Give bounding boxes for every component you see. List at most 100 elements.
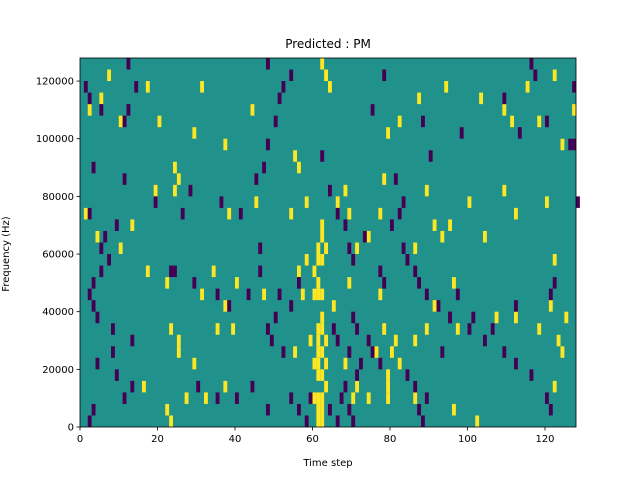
heatmap-cell-low xyxy=(405,254,410,266)
heatmap-cell-high xyxy=(200,288,205,301)
heatmap-cell-low xyxy=(397,207,402,220)
heatmap-cell-high xyxy=(320,392,325,404)
heatmap-cell-high xyxy=(467,196,472,208)
heatmap-cell-low xyxy=(126,104,131,116)
heatmap-cell-low xyxy=(529,58,534,70)
heatmap-cell-high xyxy=(316,277,321,289)
heatmap-cell-high xyxy=(192,357,197,370)
heatmap-cell-low xyxy=(273,311,278,324)
heatmap-cell-high xyxy=(316,369,321,381)
heatmap-cell-low xyxy=(250,380,255,393)
heatmap-cell-low xyxy=(87,415,92,427)
heatmap-cell-high xyxy=(355,242,360,255)
heatmap-cell-high xyxy=(320,58,325,70)
heatmap-cell-high xyxy=(552,254,557,266)
heatmap-cell-low xyxy=(572,81,577,93)
heatmap-cell-high xyxy=(452,403,456,416)
heatmap-cell-high xyxy=(324,380,329,393)
heatmap-cell-low xyxy=(91,300,96,312)
heatmap-cell-high xyxy=(556,334,561,347)
heatmap-cell-low xyxy=(576,196,580,208)
heatmap-cell-low xyxy=(114,369,119,381)
heatmap-cell-high xyxy=(432,300,437,312)
heatmap-cell-high xyxy=(316,242,321,255)
heatmap-cell-high xyxy=(510,115,515,128)
heatmap-cell-high xyxy=(378,288,383,301)
heatmap-cell-high xyxy=(289,207,294,220)
heatmap-cell-low xyxy=(390,219,394,231)
heatmap-cell-high xyxy=(293,346,298,358)
heatmap-cell-high xyxy=(537,115,542,128)
heatmap-cell-low xyxy=(266,403,270,416)
heatmap-cell-low xyxy=(448,311,453,324)
heatmap-cell-high xyxy=(351,392,356,404)
y-tick-label: 100000 xyxy=(36,134,74,145)
heatmap-cell-high xyxy=(312,288,317,301)
heatmap-cell-low xyxy=(328,184,332,197)
heatmap-cell-high xyxy=(297,265,301,278)
heatmap-cell-high xyxy=(514,311,518,324)
heatmap-cell-high xyxy=(99,92,104,105)
heatmap-cell-low xyxy=(99,265,104,278)
heatmap-cell-low xyxy=(328,403,332,416)
heatmap-cell-high xyxy=(537,323,542,335)
heatmap-cell-high xyxy=(165,403,170,416)
heatmap-cell-high xyxy=(204,392,208,404)
heatmap-cell-high xyxy=(173,161,177,174)
y-tick-label: 80000 xyxy=(42,192,74,203)
heatmap-cell-low xyxy=(126,58,131,70)
heatmap-cell-high xyxy=(312,357,317,370)
heatmap-cell-low xyxy=(335,207,340,220)
heatmap-cell-low xyxy=(362,230,367,243)
heatmap-cell-high xyxy=(424,184,429,197)
heatmap-cell-high xyxy=(176,334,181,347)
heatmap-cell-high xyxy=(184,392,189,404)
heatmap-cell-low xyxy=(335,334,340,347)
heatmap-cell-high xyxy=(343,184,348,197)
heatmap-cell-low xyxy=(490,323,495,335)
heatmap-cell-high xyxy=(386,127,391,139)
heatmap-cell-high xyxy=(223,380,228,393)
heatmap-cell-high xyxy=(87,104,92,116)
heatmap-cell-low xyxy=(173,265,177,278)
heatmap-cell-high xyxy=(192,127,197,139)
heatmap-cell-high xyxy=(347,207,352,220)
heatmap-cell-low xyxy=(103,230,108,243)
heatmap-cell-low xyxy=(483,334,487,347)
x-tick-label: 80 xyxy=(384,434,397,445)
heatmap-cell-high xyxy=(397,357,402,370)
y-axis-label: Frequency (Hz) xyxy=(1,216,12,292)
heatmap-cell-low xyxy=(266,138,270,151)
heatmap-cell-low xyxy=(366,334,371,347)
heatmap-cell-high xyxy=(355,380,360,393)
heatmap-cell-low xyxy=(91,161,96,174)
heatmap-cell-low xyxy=(428,150,433,162)
heatmap-cell-high xyxy=(452,277,456,289)
x-axis-ticks: 0 20 40 60 80 100 120 xyxy=(77,427,555,445)
heatmap-cell-low xyxy=(95,311,100,324)
chart-title: Predicted : PM xyxy=(285,37,371,51)
heatmap-cell-low xyxy=(533,69,538,82)
heatmap-cell-low xyxy=(517,127,522,139)
heatmap-cell-high xyxy=(231,323,236,335)
heatmap-cell-low xyxy=(347,242,352,255)
heatmap-cell-low xyxy=(153,196,158,208)
heatmap-cell-low xyxy=(502,92,507,105)
heatmap-cell-low xyxy=(436,300,441,312)
heatmap-cell-high xyxy=(390,346,394,358)
heatmap-cell-high xyxy=(316,254,321,266)
heatmap-cell-high xyxy=(502,184,507,197)
heatmap-cell-high xyxy=(211,265,216,278)
heatmap-cell-low xyxy=(111,323,115,335)
heatmap-cell-high xyxy=(393,334,398,347)
heatmap-cell-high xyxy=(343,357,348,370)
heatmap-cell-low xyxy=(424,288,429,301)
y-tick-label: 120000 xyxy=(36,77,74,88)
heatmap-cell-low xyxy=(114,219,119,231)
heatmap-cell-high xyxy=(324,357,329,370)
x-tick-label: 60 xyxy=(306,434,319,445)
heatmap-cell-high xyxy=(142,380,146,393)
heatmap-cell-high xyxy=(118,242,123,255)
heatmap-cell-low xyxy=(393,173,398,185)
heatmap-cell-low xyxy=(351,254,356,266)
